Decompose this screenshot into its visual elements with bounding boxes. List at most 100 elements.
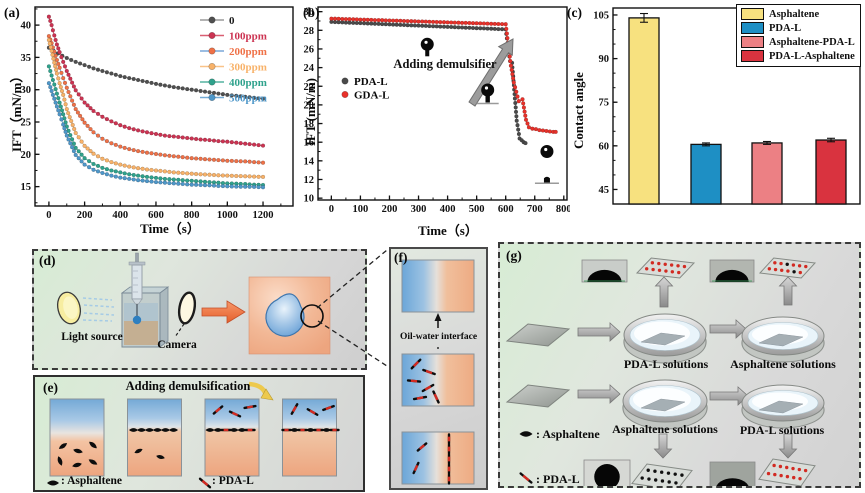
- svg-text:200: 200: [77, 210, 93, 221]
- svg-text:16: 16: [304, 138, 315, 149]
- emulsion-cell: [127, 398, 182, 477]
- svg-text:200ppm: 200ppm: [229, 46, 267, 58]
- up-arrow-icon: [778, 276, 798, 306]
- svg-text:35: 35: [21, 53, 32, 64]
- glass-slide-icon: [505, 384, 571, 408]
- svg-text:45: 45: [599, 185, 610, 196]
- legend-swatch-asphaltene: [741, 8, 764, 20]
- contact-angle-photo: [709, 259, 755, 283]
- svg-text:18: 18: [304, 119, 315, 130]
- water-drop-icon: [265, 293, 305, 337]
- svg-text:200: 200: [382, 204, 398, 215]
- legend-swatch-pdal-asphaltene: [741, 50, 764, 62]
- svg-text:20: 20: [304, 100, 315, 111]
- chart-b-xlabel: Time（s）: [418, 223, 478, 238]
- contact-angle-photo: [583, 459, 631, 486]
- oil-water-interface-label: Oil-water interface: [399, 332, 478, 342]
- dish3-label: Asphaltene solutions: [612, 422, 718, 436]
- svg-text:30: 30: [304, 7, 315, 18]
- svg-text:800: 800: [556, 204, 570, 215]
- svg-text:300ppm: 300ppm: [229, 61, 267, 73]
- dish2-label: Asphaltene solutions: [730, 357, 836, 371]
- svg-text:600: 600: [148, 210, 164, 221]
- svg-text:800: 800: [184, 210, 200, 221]
- svg-text:30: 30: [21, 85, 32, 96]
- svg-text:20: 20: [21, 150, 32, 161]
- panel-e-mechanism-diagram: (e) Adding demulsification : Asphaltene …: [33, 375, 365, 492]
- oil-water-cell: [401, 259, 475, 313]
- svg-text:600: 600: [498, 204, 514, 215]
- svg-text:PDA-L: PDA-L: [354, 76, 388, 88]
- panel-f-interface-diagram: (f) Oil-water interface: [389, 247, 488, 490]
- panel-g-process-diagram: (g) PDA-L solutions Asphaltene solutions…: [498, 242, 861, 488]
- pdal-legend-label: : PDA-L: [212, 475, 254, 487]
- svg-text:25: 25: [21, 118, 32, 129]
- panel-e-label: (e): [43, 380, 58, 395]
- coated-slide-icon: [758, 257, 817, 279]
- camera-icon: [177, 291, 197, 325]
- panel-c-label: (c): [567, 5, 582, 20]
- dish1-label: PDA-L solutions: [623, 357, 709, 371]
- apparatus-drawing: [56, 252, 331, 355]
- svg-text:400: 400: [440, 204, 456, 215]
- up-arrow-icon: [434, 313, 442, 321]
- camera-label: Camera: [157, 339, 197, 351]
- panel-d-apparatus-diagram: (d) Light source Camera: [32, 249, 367, 370]
- legend-row: PDA-L: [741, 21, 855, 35]
- magnifier-circle-icon: [300, 304, 324, 328]
- petri-dish-icon: [623, 313, 707, 364]
- right-arrow-icon: [577, 322, 621, 342]
- chart-a-xlabel: Time（s）: [140, 221, 200, 236]
- dish4-label: PDA-L solutions: [739, 423, 825, 437]
- svg-text:26: 26: [304, 44, 315, 55]
- legend-label: PDA-L-Asphaltene: [769, 50, 855, 62]
- svg-text:105: 105: [593, 10, 609, 21]
- svg-text:100ppm: 100ppm: [229, 30, 267, 42]
- chart-a-ylabel: IFT（mN/m）: [9, 69, 24, 152]
- svg-text:10: 10: [304, 194, 315, 205]
- right-arrow-icon: [577, 384, 621, 404]
- mechanism-drawing: [47, 381, 340, 489]
- svg-text:500ppm: 500ppm: [229, 92, 267, 104]
- oil-water-cell: [401, 431, 475, 485]
- svg-text:0: 0: [229, 15, 235, 27]
- down-arrow-icon: [778, 433, 798, 459]
- petri-dish-icon: [741, 316, 825, 363]
- curved-arrow-icon: [260, 388, 274, 401]
- legend-label: Asphaltene: [769, 8, 820, 20]
- petri-dish-icon: [622, 379, 708, 430]
- svg-text:700: 700: [527, 204, 543, 215]
- svg-text:15: 15: [21, 182, 32, 193]
- svg-text:400: 400: [112, 210, 128, 221]
- coated-slide-icon: [631, 463, 693, 486]
- svg-text:1000: 1000: [217, 210, 238, 221]
- contact-angle-legend: Asphaltene PDA-L Asphaltene-PDA-L PDA-L-…: [736, 4, 861, 67]
- legend-row: PDA-L-Asphaltene: [741, 49, 855, 63]
- ift-time-chart-b: 0 100 200 300 400 500 600 700 800 10 12 14 16 18 20 22 2…: [304, 6, 570, 215]
- emulsion-cell: [204, 398, 260, 477]
- svg-text:500: 500: [469, 204, 485, 215]
- pendant-drop-icon: [132, 315, 142, 325]
- svg-text:60: 60: [599, 141, 610, 152]
- asphaltene-legend-label: : Asphaltene: [536, 427, 600, 441]
- contact-angle-photo: [709, 461, 756, 486]
- petri-dish-icon: [741, 384, 825, 429]
- svg-text:12: 12: [304, 175, 315, 186]
- panel-f-label: (f): [394, 250, 408, 265]
- svg-text:0: 0: [46, 210, 51, 221]
- svg-text:100: 100: [353, 204, 369, 215]
- pdal-legend-label: : PDA-L: [536, 472, 580, 486]
- legend-row: Asphaltene-PDA-L: [741, 35, 855, 49]
- svg-text:24: 24: [304, 63, 315, 74]
- syringe-icon: [128, 252, 146, 325]
- chart-c-ylabel: Contact angle: [571, 72, 586, 149]
- svg-text:22: 22: [304, 82, 315, 93]
- light-source-label: Light source: [61, 331, 123, 343]
- legend-row: Asphaltene: [741, 7, 855, 21]
- chart-b-ylabel: IFT (mN/m): [303, 77, 318, 146]
- coated-slide-icon: [635, 257, 696, 279]
- legend-label: Asphaltene-PDA-L: [769, 36, 855, 48]
- svg-text:300: 300: [411, 204, 427, 215]
